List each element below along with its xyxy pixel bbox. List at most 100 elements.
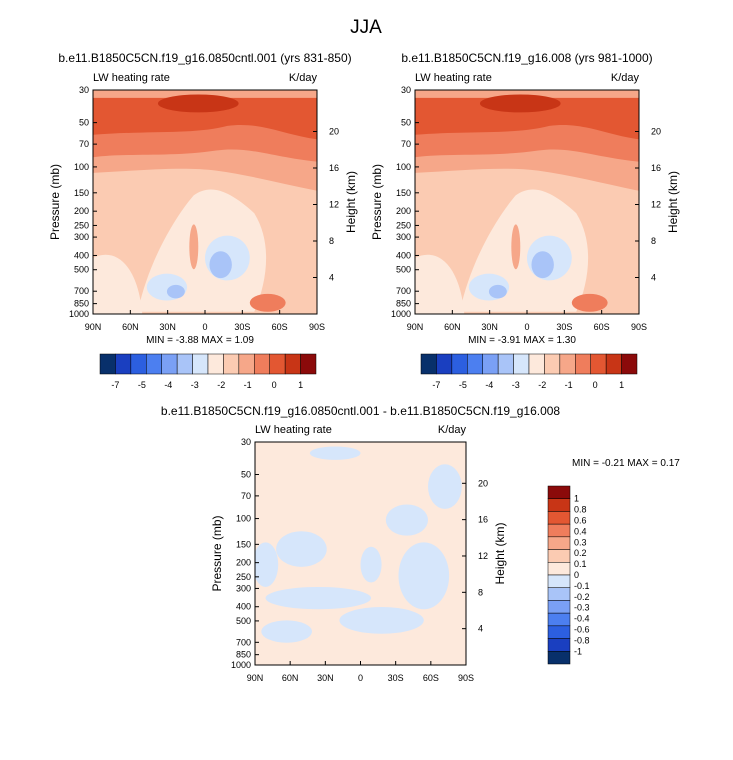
x-tick-label: 90N [407, 322, 424, 332]
colorbar-swatch [207, 353, 224, 375]
y-axis-label: Pressure (mb) [210, 515, 224, 591]
y-axis-label: Pressure (mb) [48, 164, 62, 240]
contour-region-neg-8 [255, 542, 279, 587]
colorbar-swatch [482, 353, 499, 375]
colorbar-label: -7 [432, 380, 440, 390]
colorbar-label: -4 [164, 380, 172, 390]
colorbar-label: -3 [512, 380, 520, 390]
colorbar-swatch [559, 353, 576, 375]
right-string: K/day [611, 72, 640, 84]
height-tick-label: 8 [651, 236, 656, 246]
colorbar-swatch [547, 625, 571, 639]
height-tick-label: 20 [329, 126, 339, 136]
colorbar-label: -0.2 [574, 592, 590, 602]
x-tick-label: 60S [594, 322, 610, 332]
colorbar-swatch [436, 353, 453, 375]
x-tick-label: 30S [388, 673, 404, 683]
contour-region-top [93, 90, 317, 98]
colorbar-label: 0 [593, 380, 598, 390]
y-tick-label: 200 [396, 206, 411, 216]
y-tick-label: 850 [236, 650, 251, 660]
y-tick-label: 300 [236, 583, 251, 593]
colorbar-label: -1 [244, 380, 252, 390]
y-tick-label: 30 [401, 85, 411, 95]
y-tick-label: 50 [401, 118, 411, 128]
colorbar-label: 1 [619, 380, 624, 390]
left-string: LW heating rate [415, 72, 492, 84]
contour-region-neg-6 [339, 607, 424, 634]
y-tick-label: 100 [236, 514, 251, 524]
y-tick-label: 50 [79, 118, 89, 128]
y-tick-label: 400 [236, 602, 251, 612]
colorbar-label: -0.4 [574, 614, 590, 624]
panel-title: b.e11.B1850C5CN.f19_g16.0850cntl.001 (yr… [58, 51, 351, 65]
colorbar-swatch [547, 600, 571, 614]
y-tick-label: 30 [79, 85, 89, 95]
x-tick-label: 60S [272, 322, 288, 332]
y-tick-label: 250 [236, 572, 251, 582]
colorbar-swatch [547, 485, 571, 499]
x-tick-label: 0 [524, 322, 529, 332]
x-tick-label: 60S [423, 673, 439, 683]
y-tick-label: 150 [396, 188, 411, 198]
colorbar-swatch [547, 511, 571, 525]
colorbar-swatch [161, 353, 178, 375]
y-tick-label: 300 [396, 232, 411, 242]
x-tick-label: 0 [358, 673, 363, 683]
y-tick-label: 150 [236, 539, 251, 549]
y-tick-label: 500 [236, 616, 251, 626]
colorbar-swatch [513, 353, 530, 375]
min-max-text: MIN = -3.91 MAX = 1.30 [468, 335, 576, 346]
contour-fill [255, 442, 466, 665]
y-tick-label: 850 [74, 299, 89, 309]
colorbar-swatch [254, 353, 270, 375]
contour-region-max [157, 94, 239, 113]
colorbar-swatch [547, 587, 571, 601]
figure-title: JJA [350, 17, 382, 38]
colorbar-label: -3 [191, 380, 199, 390]
height-tick-label: 20 [478, 478, 488, 488]
colorbar-swatch [547, 549, 571, 563]
y-tick-label: 100 [74, 162, 89, 172]
colorbar-swatch [467, 353, 483, 375]
y-tick-label: 400 [396, 250, 411, 260]
x-tick-label: 60N [122, 322, 139, 332]
colorbar-swatch [130, 353, 147, 375]
height-tick-label: 4 [651, 272, 656, 282]
panel-title: b.e11.B1850C5CN.f19_g16.008 (yrs 981-100… [401, 51, 652, 65]
y-tick-label: 50 [241, 469, 251, 479]
height-tick-label: 12 [478, 551, 488, 561]
colorbar-swatch [528, 353, 545, 375]
colorbar-swatch [547, 651, 571, 665]
colorbar-swatch [497, 353, 514, 375]
colorbar-label: -5 [138, 380, 146, 390]
colorbar-swatch [547, 523, 571, 538]
contour-region-equator [189, 224, 199, 270]
y-tick-label: 200 [236, 558, 251, 568]
height-tick-label: 16 [478, 515, 488, 525]
x-tick-label: 30S [556, 322, 572, 332]
colorbar-swatch [605, 353, 622, 375]
height-tick-label: 8 [478, 587, 483, 597]
colorbar-swatch [420, 353, 437, 375]
colorbar-swatch [269, 353, 286, 375]
right-string: K/day [438, 424, 467, 436]
panel-experiment: 90N 60N 30N 0 30S 60S 90S305070100150200250300… [370, 51, 680, 390]
contour-region-max [479, 94, 561, 113]
y-axis-label-right: Height (km) [666, 171, 680, 233]
y-tick-label: 70 [241, 491, 251, 501]
x-tick-label: 90N [247, 673, 264, 683]
y-tick-label: 1000 [231, 660, 251, 670]
colorbar-label: -0.3 [574, 603, 590, 613]
y-tick-label: 1000 [69, 309, 89, 319]
height-tick-label: 16 [651, 163, 661, 173]
y-tick-label: 500 [74, 265, 89, 275]
contour-region-surface [571, 293, 608, 312]
y-tick-label: 500 [396, 265, 411, 275]
colorbar-label: -2 [217, 380, 225, 390]
contour-region-neg-3 [209, 251, 232, 279]
x-tick-label: 90S [458, 673, 474, 683]
contour-region-neg-5 [265, 586, 372, 610]
contour-region-neg-3 [531, 251, 554, 279]
contour-region-neg-3 [385, 504, 429, 536]
